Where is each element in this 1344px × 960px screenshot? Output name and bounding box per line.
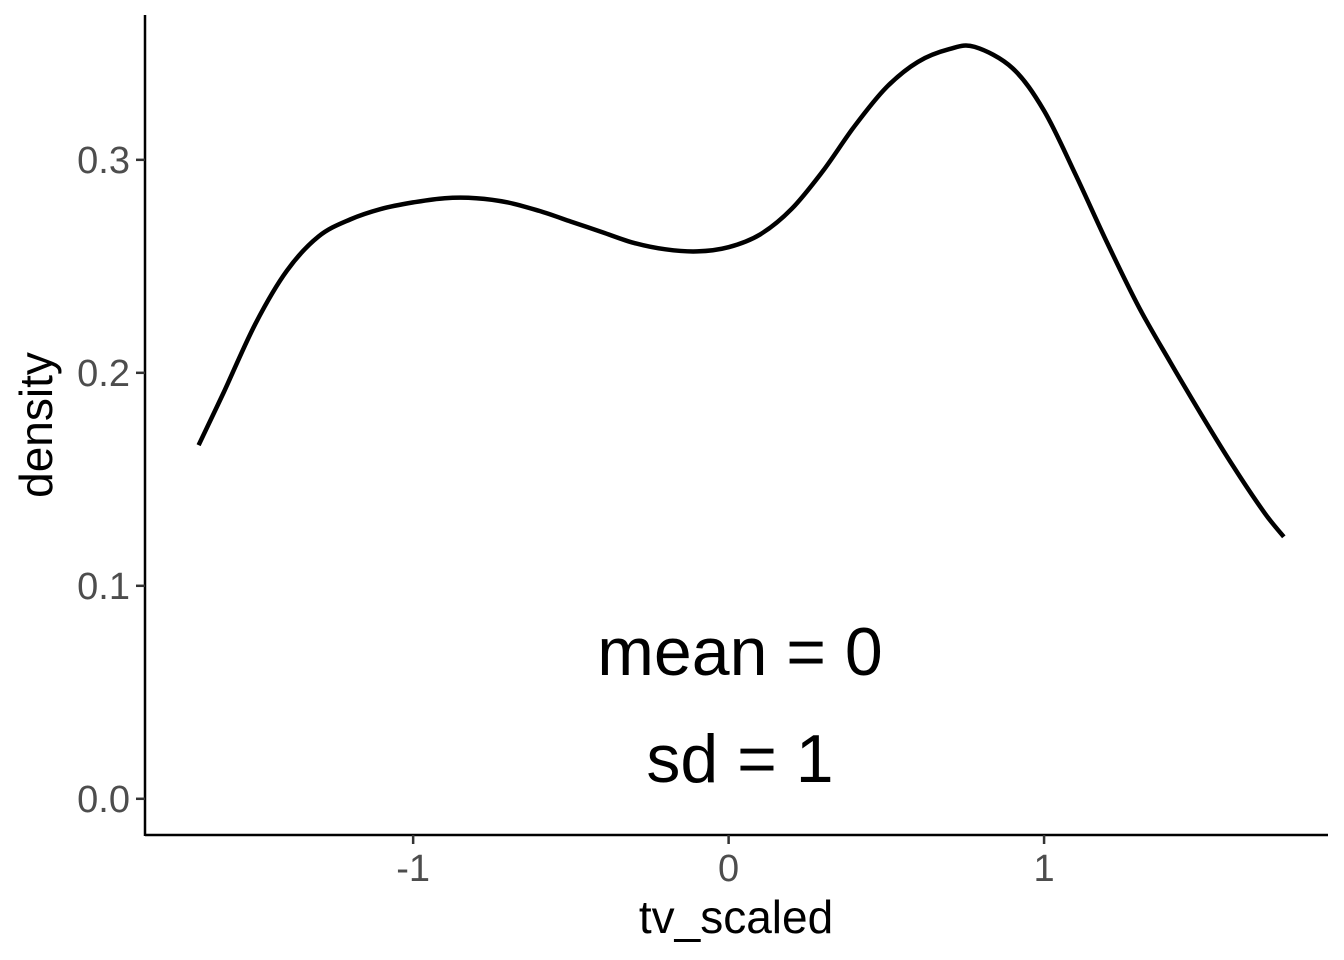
x-tick-label: 1 <box>1034 848 1055 890</box>
y-tick-label: 0.0 <box>77 779 130 821</box>
x-axis-title: tv_scaled <box>639 891 833 943</box>
x-tick-label: -1 <box>396 848 430 890</box>
y-axis-ticks: 0.0 0.1 0.2 0.3 <box>77 140 145 821</box>
y-tick-label: 0.2 <box>77 353 130 395</box>
density-curve <box>196 43 1286 539</box>
annotation-mean: mean = 0 <box>597 614 882 690</box>
x-tick-label: 0 <box>718 848 739 890</box>
annotation-sd: sd = 1 <box>646 721 833 797</box>
y-tick-label: 0.1 <box>77 566 130 608</box>
x-axis-ticks: -1 0 1 <box>396 835 1055 890</box>
y-axis-title: density <box>10 352 62 498</box>
y-tick-label: 0.3 <box>77 140 130 182</box>
